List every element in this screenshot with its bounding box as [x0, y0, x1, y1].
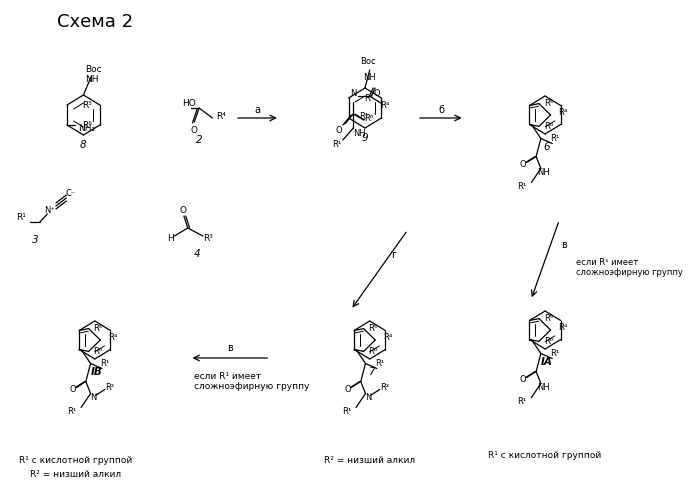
Text: R¹ с кислотной группой: R¹ с кислотной группой [489, 451, 602, 459]
Text: O: O [69, 385, 76, 394]
Text: 7: 7 [368, 367, 375, 377]
Text: N: N [365, 393, 372, 402]
Text: O: O [180, 206, 187, 214]
Text: R⁵: R⁵ [365, 93, 374, 102]
Text: R¹: R¹ [517, 397, 526, 406]
Text: NH: NH [538, 383, 550, 392]
Text: R⁵: R⁵ [368, 324, 377, 333]
Text: R⁵: R⁵ [82, 100, 92, 110]
Text: NH: NH [363, 74, 376, 82]
Text: R¹: R¹ [342, 407, 352, 416]
Text: R³: R³ [203, 234, 213, 243]
Text: R¹: R¹ [550, 134, 560, 143]
Text: R⁴: R⁴ [559, 323, 568, 331]
Text: NH: NH [85, 76, 99, 84]
Text: R⁴: R⁴ [380, 100, 389, 110]
Text: O: O [344, 385, 351, 394]
Text: R¹: R¹ [517, 182, 526, 191]
Text: Схема 2: Схема 2 [57, 13, 133, 31]
Text: IA: IA [541, 357, 553, 367]
Text: Boc: Boc [85, 65, 102, 74]
Text: R⁶: R⁶ [82, 121, 92, 129]
Text: в: в [561, 240, 567, 250]
Text: R²: R² [380, 383, 389, 392]
Text: если R¹ имеет
сложноэфирную группу: если R¹ имеет сложноэфирную группу [577, 258, 683, 278]
Text: R⁴: R⁴ [108, 332, 117, 341]
Text: N: N [90, 393, 96, 402]
Text: R² = низший алкил: R² = низший алкил [324, 455, 415, 464]
Text: а: а [255, 105, 261, 115]
Text: в: в [227, 343, 233, 353]
Text: 9: 9 [361, 133, 368, 143]
Text: R¹ с кислотной группой: R¹ с кислотной группой [19, 455, 133, 464]
Text: H: H [167, 234, 174, 243]
Text: R¹: R¹ [375, 359, 384, 368]
Text: NH: NH [538, 168, 550, 177]
Text: R⁵: R⁵ [544, 314, 553, 323]
Text: HO: HO [182, 98, 196, 108]
Text: O: O [519, 375, 526, 384]
Text: R¹: R¹ [550, 349, 560, 358]
Text: Boc: Boc [360, 57, 375, 67]
Text: R¹: R¹ [333, 139, 342, 149]
Text: 6: 6 [544, 142, 550, 152]
Text: R¹: R¹ [15, 212, 26, 221]
Text: R⁵: R⁵ [94, 324, 103, 333]
Text: R¹: R¹ [100, 359, 109, 368]
Text: O: O [519, 160, 526, 169]
Text: O: O [374, 88, 380, 97]
Text: R⁶: R⁶ [368, 347, 377, 356]
Text: 3: 3 [31, 235, 38, 245]
Text: 4: 4 [194, 249, 201, 259]
Text: R⁴: R⁴ [216, 112, 226, 121]
Text: O: O [191, 125, 198, 134]
Text: если R¹ имеет
сложноэфирную группу: если R¹ имеет сложноэфирную группу [194, 372, 310, 391]
Text: R¹: R¹ [67, 407, 76, 416]
Text: O: O [336, 125, 343, 134]
Text: C⁻: C⁻ [65, 189, 75, 198]
Text: N: N [350, 89, 356, 98]
Text: R⁶: R⁶ [544, 122, 553, 131]
Text: NH₂: NH₂ [78, 124, 96, 132]
Text: 2: 2 [196, 135, 203, 145]
Text: IB: IB [91, 367, 103, 377]
Text: R⁵: R⁵ [544, 99, 553, 108]
Text: R⁴: R⁴ [559, 108, 568, 117]
Text: R⁶: R⁶ [365, 114, 374, 123]
Text: R¹: R¹ [359, 112, 368, 121]
Text: R⁶: R⁶ [544, 337, 553, 346]
Text: NH: NH [354, 128, 366, 137]
Text: 8: 8 [80, 140, 87, 150]
Text: R² = низший алкил: R² = низший алкил [30, 469, 122, 479]
Text: г: г [391, 250, 396, 260]
Text: R²: R² [105, 383, 114, 392]
Text: N⁺: N⁺ [44, 206, 55, 214]
Text: R⁶: R⁶ [94, 347, 103, 356]
Text: R⁴: R⁴ [383, 332, 392, 341]
Text: б: б [439, 105, 445, 115]
